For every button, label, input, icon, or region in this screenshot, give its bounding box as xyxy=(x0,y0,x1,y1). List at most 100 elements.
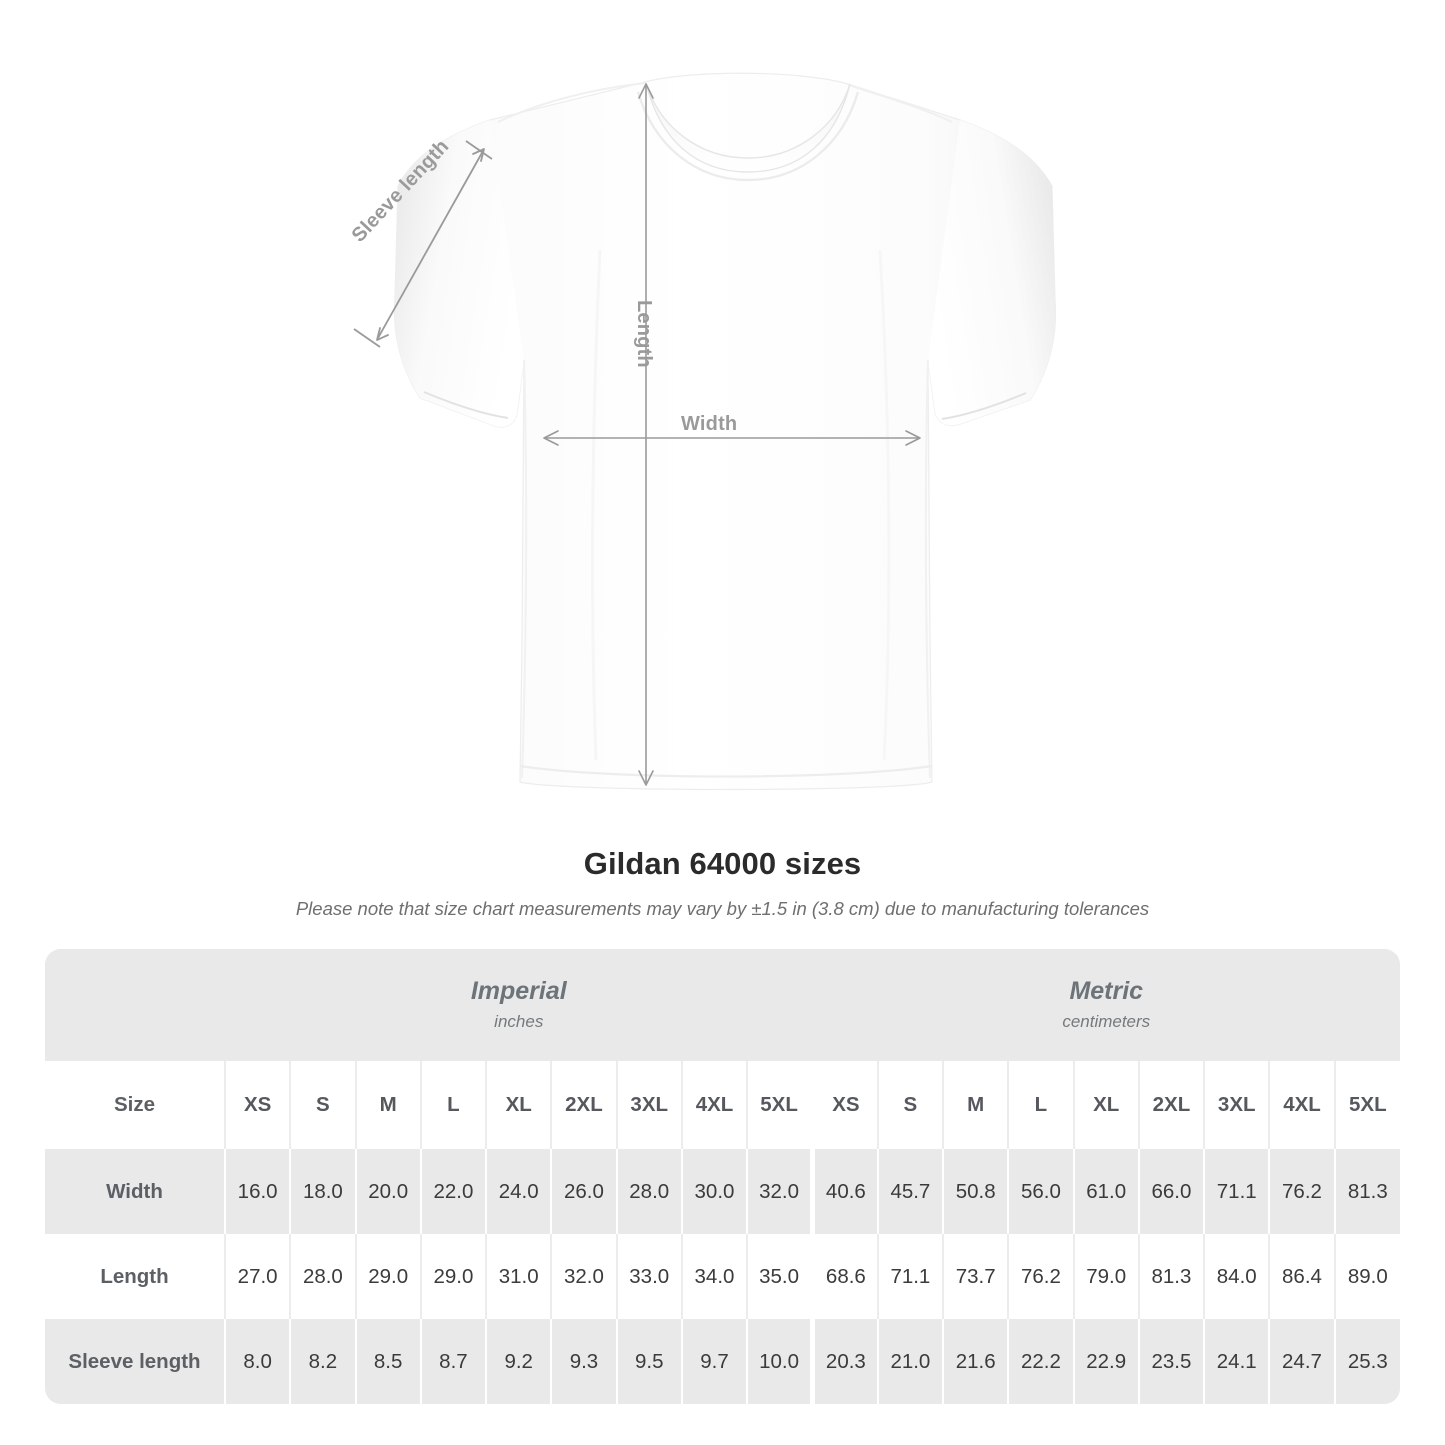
measurement-cell: 68.6 xyxy=(809,1234,878,1319)
measurement-cell: 9.5 xyxy=(615,1319,682,1404)
measurement-cell: 84.0 xyxy=(1203,1234,1270,1319)
measurement-cell: 9.3 xyxy=(550,1319,617,1404)
measurement-cell: 81.3 xyxy=(1137,1234,1205,1319)
size-chart-panel: Imperial inches Metric centimeters Size XS S M L… xyxy=(45,949,1400,1404)
size-header-cell: 3XL xyxy=(615,1061,682,1149)
measurement-cell: 31.0 xyxy=(485,1234,552,1319)
measurement-cell: 29.0 xyxy=(419,1234,487,1319)
measurement-cell: 10.0 xyxy=(746,1319,813,1404)
measurement-cell: 34.0 xyxy=(680,1234,748,1319)
measurement-cell: 25.3 xyxy=(1333,1319,1400,1404)
table-row: Sleeve length 8.0 8.2 8.5 8.7 9.2 9.3 9.5 9.7 10.… xyxy=(45,1319,1400,1404)
tshirt-diagram: Sleeve length Length Width xyxy=(347,72,1057,791)
measurement-cell: 27.0 xyxy=(223,1234,291,1319)
unit-header-imperial: Imperial inches xyxy=(225,949,813,1061)
tolerance-note: Please note that size chart measurements… xyxy=(295,898,1150,919)
size-header-cell: XL xyxy=(1072,1061,1139,1149)
table-row: Width 16.0 18.0 20.0 22.0 24.0 26.0 28.0 30.0 32.… xyxy=(45,1149,1400,1234)
unit-name: Imperial xyxy=(470,976,567,1005)
unit-header-spacer xyxy=(45,949,225,1061)
size-header-cell: XL xyxy=(485,1061,552,1149)
measurement-cell: 8.2 xyxy=(289,1319,356,1404)
page-title: Gildan 64000 sizes xyxy=(583,846,862,881)
size-header-cell: 2XL xyxy=(1137,1061,1205,1149)
measurement-cell: 8.0 xyxy=(223,1319,291,1404)
size-header-cell: M xyxy=(942,1061,1009,1149)
measurement-cell: 71.1 xyxy=(1203,1149,1270,1234)
measurement-cell: 32.0 xyxy=(550,1234,617,1319)
measurement-cell: 50.8 xyxy=(942,1149,1009,1234)
measurement-cell: 20.0 xyxy=(354,1149,421,1234)
measurement-cell: 9.2 xyxy=(485,1319,552,1404)
title-block: Gildan 64000 sizes Please note that size… xyxy=(0,830,1445,920)
measurement-cell: 71.1 xyxy=(876,1234,944,1319)
measurement-cell: 33.0 xyxy=(615,1234,682,1319)
measurement-cell: 76.2 xyxy=(1007,1234,1074,1319)
row-label: Length xyxy=(45,1234,225,1319)
measurement-cell: 22.9 xyxy=(1072,1319,1139,1404)
measurement-cell: 61.0 xyxy=(1072,1149,1139,1234)
tshirt-illustration xyxy=(353,72,1057,791)
measurement-cell: 35.0 xyxy=(746,1234,813,1319)
measurement-cell: 73.7 xyxy=(942,1234,1009,1319)
unit-header-metric: Metric centimeters xyxy=(812,949,1400,1061)
unit-header-row: Imperial inches Metric centimeters xyxy=(45,949,1400,1061)
measurement-cell: 79.0 xyxy=(1072,1234,1139,1319)
measurement-cell: 20.3 xyxy=(809,1319,878,1404)
size-header-row: Size XS S M L XL 2XL 3XL 4XL 5XL XS S M L XL 2XL 3XL 4XL 5… xyxy=(45,1061,1400,1149)
size-header-cell: M xyxy=(354,1061,421,1149)
row-label: Width xyxy=(45,1149,225,1234)
measurement-cell: 21.6 xyxy=(942,1319,1009,1404)
size-header-cell: S xyxy=(289,1061,356,1149)
width-label: Width xyxy=(681,413,738,435)
measurement-cell: 26.0 xyxy=(550,1149,617,1234)
measurement-cell: 28.0 xyxy=(289,1234,356,1319)
measurement-cell: 32.0 xyxy=(746,1149,813,1234)
measurement-cell: 24.0 xyxy=(485,1149,552,1234)
measurement-cell: 8.5 xyxy=(354,1319,421,1404)
size-header-label: Size xyxy=(45,1061,225,1149)
size-header-cell: 4XL xyxy=(1268,1061,1335,1149)
size-header-cell: 2XL xyxy=(550,1061,617,1149)
length-arrow xyxy=(638,83,654,786)
width-arrow xyxy=(543,430,921,446)
size-header-cell: L xyxy=(1007,1061,1074,1149)
measurement-cell: 8.7 xyxy=(419,1319,487,1404)
measurement-cell: 28.0 xyxy=(615,1149,682,1234)
measurement-cell: 30.0 xyxy=(680,1149,748,1234)
measurement-cell: 16.0 xyxy=(223,1149,291,1234)
size-chart-table: Imperial inches Metric centimeters Size XS S M L… xyxy=(45,949,1400,1404)
size-header-cell: 3XL xyxy=(1203,1061,1270,1149)
table-row: Length 27.0 28.0 29.0 29.0 31.0 32.0 33.0 34.0 35… xyxy=(45,1234,1400,1319)
measurement-cell: 18.0 xyxy=(289,1149,356,1234)
size-header-cell: XS xyxy=(223,1061,291,1149)
measurement-cell: 81.3 xyxy=(1333,1149,1400,1234)
unit-subtitle: inches xyxy=(494,1012,544,1032)
measurement-cell: 40.6 xyxy=(809,1149,878,1234)
size-header-cell: 5XL xyxy=(746,1061,813,1149)
measurement-cell: 24.7 xyxy=(1268,1319,1335,1404)
measurement-cell: 76.2 xyxy=(1268,1149,1335,1234)
shirt-shape xyxy=(393,72,1057,791)
size-header-cell: XS xyxy=(809,1061,878,1149)
measurement-cell: 9.7 xyxy=(680,1319,748,1404)
size-header-cell: L xyxy=(419,1061,487,1149)
measurement-cell: 56.0 xyxy=(1007,1149,1074,1234)
length-label: Length xyxy=(633,300,655,368)
measurement-cell: 24.1 xyxy=(1203,1319,1270,1404)
measurement-cell: 86.4 xyxy=(1268,1234,1335,1319)
size-header-cell: 5XL xyxy=(1333,1061,1400,1149)
measurement-cell: 21.0 xyxy=(876,1319,944,1404)
measurement-cell: 22.0 xyxy=(419,1149,487,1234)
row-label: Sleeve length xyxy=(45,1319,225,1404)
unit-name: Metric xyxy=(1069,976,1144,1005)
sleeve-length-arrow xyxy=(353,140,493,348)
measurement-cell: 89.0 xyxy=(1333,1234,1400,1319)
measurement-cell: 66.0 xyxy=(1137,1149,1205,1234)
unit-subtitle: centimeters xyxy=(1062,1012,1151,1032)
measurement-cell: 45.7 xyxy=(876,1149,944,1234)
size-header-cell: 4XL xyxy=(680,1061,748,1149)
measurement-cell: 23.5 xyxy=(1137,1319,1205,1404)
measurement-cell: 29.0 xyxy=(354,1234,421,1319)
measurement-cell: 22.2 xyxy=(1007,1319,1074,1404)
